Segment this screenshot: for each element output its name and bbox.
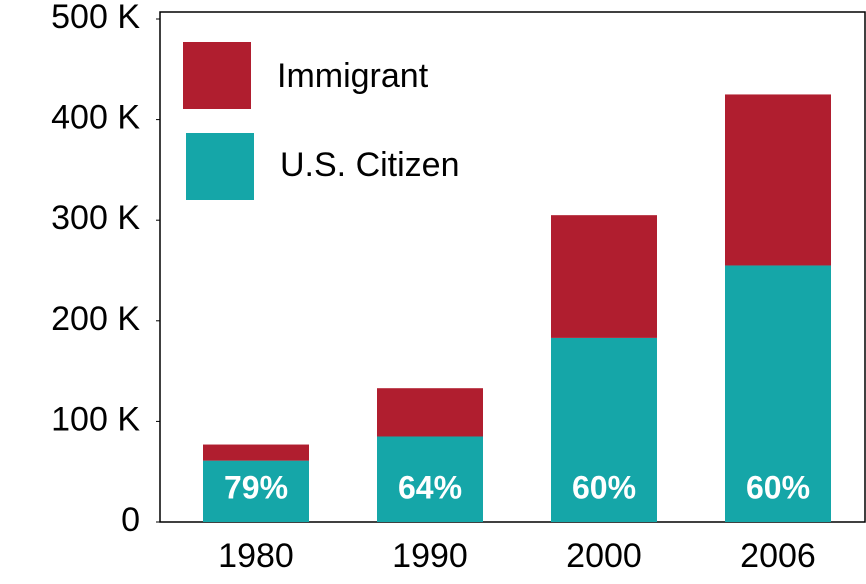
bar-segment xyxy=(203,444,309,461)
x-tick-label: 1980 xyxy=(218,537,294,575)
bar-segment xyxy=(551,337,657,522)
x-tick-label: 2000 xyxy=(566,537,642,575)
x-tick-label: 2006 xyxy=(740,537,816,575)
x-tick-label: 1990 xyxy=(392,537,468,575)
legend-label: Immigrant xyxy=(277,57,429,95)
share-label: 79% xyxy=(224,469,288,505)
y-tick-label: 300 K xyxy=(51,199,140,237)
legend-swatch xyxy=(186,133,254,200)
y-tick-label: 100 K xyxy=(51,400,140,438)
bar-segment xyxy=(377,388,483,437)
legend-swatch xyxy=(183,42,251,109)
bar-segment xyxy=(377,436,483,522)
y-tick-label: 400 K xyxy=(51,99,140,137)
y-tick-label: 200 K xyxy=(51,300,140,338)
share-label: 60% xyxy=(572,469,636,505)
bar-segment xyxy=(551,215,657,338)
share-label: 60% xyxy=(746,469,810,505)
legend-label: U.S. Citizen xyxy=(280,146,460,184)
bar-segment xyxy=(725,265,831,522)
plot-frame xyxy=(159,11,866,523)
bar-segment xyxy=(203,460,309,522)
share-label: 64% xyxy=(398,469,462,505)
bar-segment xyxy=(725,94,831,266)
y-tick-label: 0 xyxy=(121,501,140,539)
y-tick-label: 500 K xyxy=(51,0,140,36)
